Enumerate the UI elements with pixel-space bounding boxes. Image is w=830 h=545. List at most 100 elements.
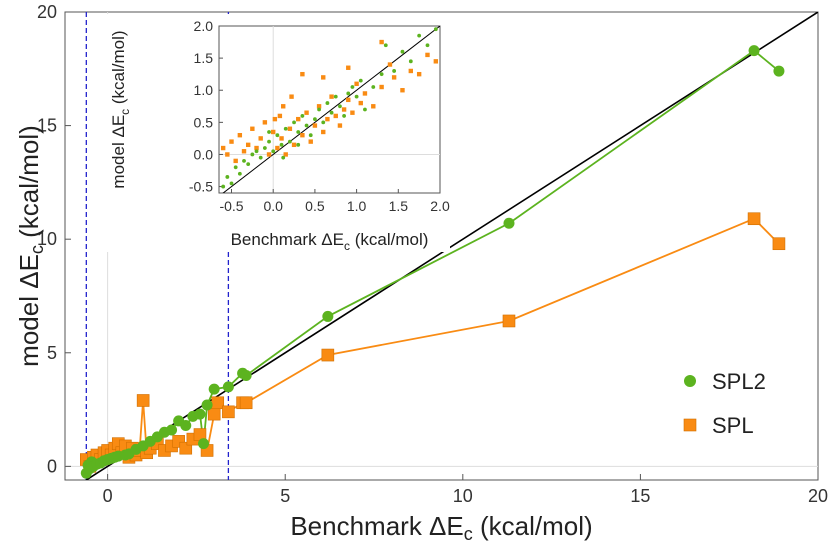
point-spl2 (198, 438, 210, 450)
inset-point-spl2 (292, 120, 296, 125)
inset-point-spl (225, 152, 230, 157)
inset-point-spl2 (379, 72, 384, 77)
inset-x-axis-title-main: Benchmark ΔE (231, 230, 344, 249)
inset-point-spl (237, 132, 243, 138)
inset-point-spl2 (267, 139, 271, 144)
point-spl (136, 394, 150, 407)
inset-point-spl (354, 81, 359, 87)
inset-y-tick-label: 2.0 (194, 18, 214, 34)
inset-point-spl (391, 75, 397, 80)
main-y-tick-label: 20 (37, 2, 57, 22)
main-y-axis-title: model ΔEc (kcal/mol) (14, 125, 47, 367)
point-spl2 (748, 45, 760, 57)
inset-point-spl (258, 136, 263, 141)
inset-point-spl2 (308, 133, 313, 138)
point-spl (772, 237, 786, 251)
inset-point-spl (300, 132, 305, 138)
inset-point-spl2 (342, 114, 346, 118)
point-spl (222, 405, 235, 419)
inset-point-spl (304, 110, 309, 115)
inset-point-spl2 (363, 107, 367, 112)
inset-point-spl (325, 116, 330, 122)
point-spl (502, 314, 516, 328)
inset-y-axis-title-units: (kcal/mol) (109, 30, 128, 108)
inset-x-tick-label: 2.0 (430, 198, 450, 214)
inset-y-tick-label: -0.5 (189, 179, 213, 195)
inset-reference-line (222, 26, 440, 193)
inset-point-spl (254, 145, 259, 151)
inset-point-spl2 (221, 184, 226, 189)
legend-label-spl: SPL (712, 413, 754, 438)
inset-x-tick-label: 0.0 (263, 198, 283, 214)
point-spl (321, 348, 335, 362)
point-spl (211, 396, 225, 410)
inset-point-spl (229, 139, 234, 144)
main-y-tick-label: 0 (47, 456, 57, 476)
inset-point-spl2 (242, 158, 246, 163)
inset-point-spl (358, 100, 363, 106)
legend-marker-spl2 (684, 375, 696, 387)
point-spl2 (322, 310, 334, 322)
inset-point-spl (266, 152, 272, 157)
inset-y-axis-title-subscript: c (118, 109, 132, 115)
legend: SPL2 SPL (683, 369, 766, 438)
point-spl (747, 212, 761, 226)
inset-point-spl2 (229, 181, 234, 186)
inset-point-spl2 (254, 149, 259, 154)
inset-point-spl (220, 145, 226, 151)
inset-point-spl (275, 145, 280, 151)
inset-point-spl2 (408, 59, 413, 64)
inset-point-spl (387, 62, 393, 67)
inset-y-tick-label: 0.5 (194, 114, 214, 130)
point-spl (239, 396, 253, 410)
inset-point-spl2 (433, 27, 438, 32)
inset-x-tick-label: 1.0 (347, 198, 367, 214)
inset-point-spl2 (317, 107, 321, 112)
inset-point-spl2 (237, 171, 242, 176)
inset-point-spl2 (233, 165, 238, 170)
point-spl2 (773, 65, 785, 77)
inset-point-spl2 (425, 43, 430, 48)
inset-point-spl2 (271, 149, 276, 154)
inset-point-spl2 (281, 155, 286, 160)
inset-point-spl2 (258, 155, 263, 160)
inset-point-spl (250, 126, 255, 131)
inset-point-spl2 (250, 152, 255, 157)
inset-point-spl (281, 104, 286, 109)
inset-point-spl (262, 120, 268, 125)
inset-point-spl (400, 88, 405, 93)
inset-x-tick-label: 0.5 (305, 198, 325, 214)
legend-marker-spl (683, 418, 697, 432)
inset-y-axis-title-main: model ΔE (109, 115, 128, 189)
inset-point-spl2 (275, 133, 280, 138)
main-x-tick-label: 15 (630, 486, 650, 506)
main-x-axis-title: Benchmark ΔEc (kcal/mol) (290, 511, 592, 544)
inset-y-axis-title: model ΔEc (kcal/mol) (109, 30, 132, 188)
main-plot-area (80, 12, 818, 480)
main-y-tick-label: 5 (47, 343, 57, 363)
inset-point-spl (312, 123, 318, 128)
inset-y-tick-label: 1.0 (194, 82, 214, 98)
main-y-axis-title-main: model ΔE (14, 254, 44, 367)
inset-point-spl (291, 142, 297, 148)
inset-point-spl (333, 113, 338, 119)
inset-point-spl (362, 91, 368, 96)
point-spl (207, 407, 221, 421)
inset-point-spl2 (283, 126, 288, 131)
inset-point-spl (233, 158, 238, 164)
inset-point-spl2 (358, 78, 363, 83)
main-x-axis-title-subscript: c (464, 524, 473, 544)
inset-point-spl (271, 129, 276, 135)
main-y-tick-label: 10 (37, 229, 57, 249)
inset-point-spl (300, 71, 305, 77)
main-x-tick-label: 0 (103, 486, 113, 506)
inset-point-spl2 (225, 175, 230, 179)
main-y-tick-label: 15 (37, 116, 57, 136)
inset-point-spl (279, 136, 284, 141)
main-x-axis-title-main: Benchmark ΔE (290, 511, 463, 541)
inset-point-spl2 (329, 110, 334, 115)
main-x-axis-title-units: (kcal/mol) (473, 511, 593, 541)
inset-point-spl2 (350, 85, 355, 89)
inset-point-spl2 (392, 69, 397, 73)
